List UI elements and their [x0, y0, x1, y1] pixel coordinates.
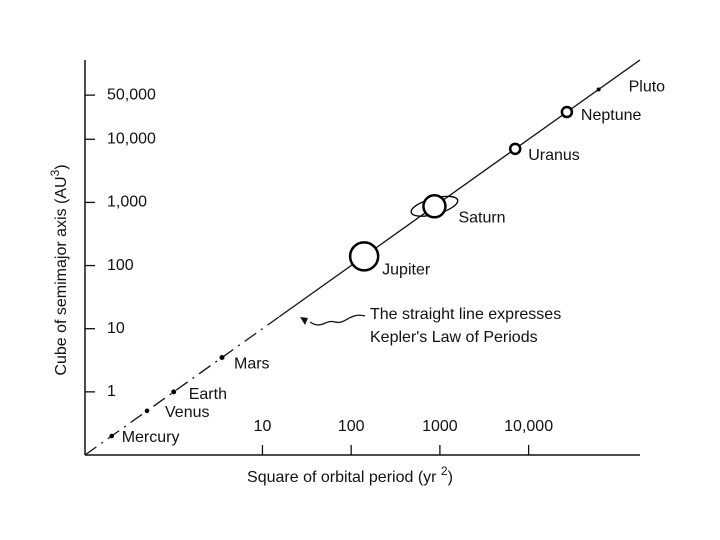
planet-label: Mercury: [122, 429, 180, 446]
y-tick-label: 50,000: [107, 86, 156, 103]
x-tick-label: 1000: [422, 418, 458, 435]
y-axis-label: Cube of semimajor axis (AU3): [48, 164, 70, 375]
planet-label: Earth: [189, 386, 227, 403]
planet-marker: [560, 105, 574, 119]
planet-marker: [348, 241, 380, 272]
y-tick-label: 1: [107, 383, 116, 400]
planet-label: Neptune: [581, 107, 642, 124]
annotation: Kepler's Law of Periods: [370, 329, 538, 346]
x-label-text: Square of orbital period (yr: [247, 469, 441, 486]
y-tick-label: 10,000: [107, 130, 156, 147]
law-line-dashed: [84, 316, 280, 456]
planet-marker: [508, 142, 522, 156]
planet-marker: [422, 194, 447, 219]
x-label-sup: 2: [441, 464, 448, 478]
planet-label: Pluto: [629, 79, 666, 96]
y-label-sup: 3: [48, 169, 62, 176]
planet-label: Saturn: [458, 210, 505, 227]
y-label-tail: ): [53, 164, 70, 169]
planet-label: Uranus: [528, 147, 580, 164]
x-tick-label: 10,000: [504, 418, 553, 435]
planet-marker: [171, 389, 177, 395]
planet-label: Mars: [234, 356, 270, 373]
x-tick-label: 100: [338, 418, 365, 435]
planet-marker: [109, 433, 115, 439]
annotation-arrow: [309, 314, 366, 326]
y-tick-label: 10: [107, 320, 125, 337]
y-tick-label: 1,000: [107, 194, 147, 211]
annotation: The straight line expresses: [370, 306, 561, 323]
y-label-text: Cube of semimajor axis (AU: [53, 176, 70, 375]
planet-marker: [596, 87, 601, 92]
arrow-head: [300, 317, 308, 325]
law-line: [278, 59, 641, 318]
x-label-tail: ): [448, 469, 453, 486]
x-tick-label: 10: [254, 418, 272, 435]
planet-label: Jupiter: [382, 262, 431, 279]
planet-marker: [219, 354, 225, 360]
y-tick-label: 100: [107, 257, 134, 274]
planet-label: Venus: [165, 404, 209, 421]
planet-marker: [144, 408, 150, 414]
x-axis-label: Square of orbital period (yr 2): [247, 464, 453, 486]
